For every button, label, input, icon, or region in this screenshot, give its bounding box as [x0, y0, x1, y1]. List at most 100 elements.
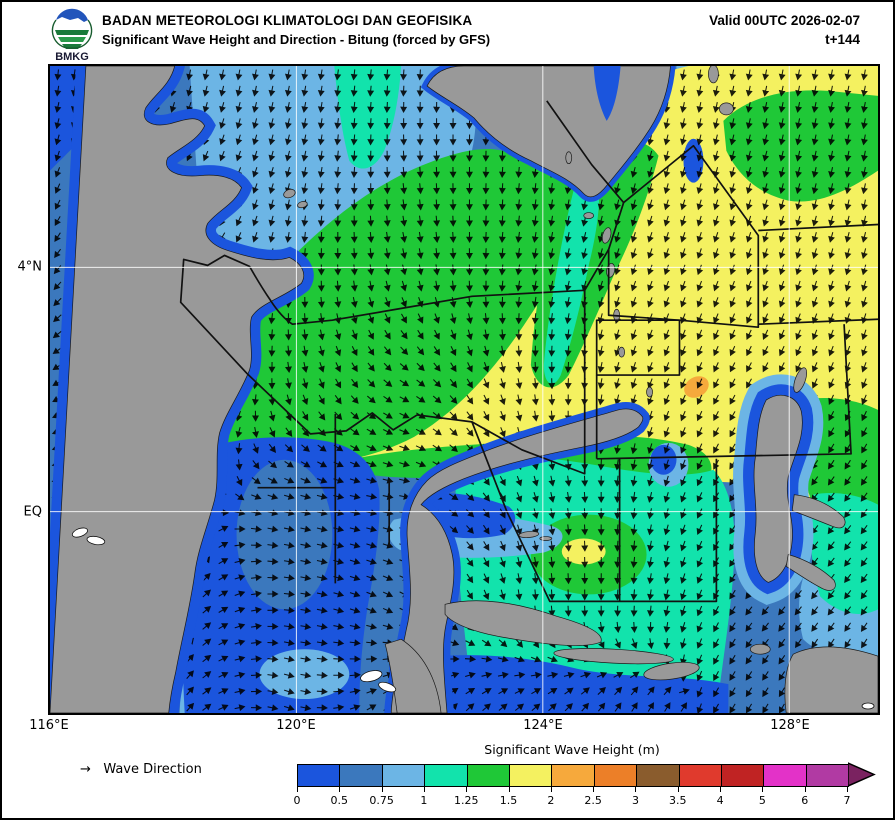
colorbar-cell [339, 765, 382, 786]
xtick-116e: 116°E [29, 718, 69, 733]
colorbar-tick [339, 786, 341, 792]
colorbar-cell [763, 765, 806, 786]
zone-pentagon-ne [607, 144, 760, 329]
colorbar-tick [423, 786, 425, 792]
colorbar-tick-label: 2 [547, 794, 555, 807]
island-white [861, 702, 875, 710]
valid-time: Valid 00UTC 2026-02-07 [709, 13, 860, 28]
colorbar-tick [466, 786, 468, 792]
island-sangihe [565, 151, 573, 165]
colorbar-tick [593, 786, 595, 792]
colorbar-tick-label: 0.75 [369, 794, 394, 807]
colorbar-tick-label: 2.5 [584, 794, 602, 807]
zone-line-east-top [758, 223, 878, 232]
zone-line-east-bottom [758, 318, 878, 326]
product-title: Significant Wave Height and Direction - … [102, 32, 491, 47]
agency-title: BADAN METEOROLOGI KLIMATOLOGI DAN GEOFIS… [102, 13, 473, 28]
shs-makassar-sky-lens [259, 649, 350, 700]
xtick-124e: 124°E [523, 718, 563, 733]
colorbar-cell [466, 765, 509, 786]
colorbar-cell [593, 765, 637, 786]
colorbar-tick-label: 1.25 [453, 794, 479, 807]
island-banggai [643, 661, 700, 681]
colorbar-tick [297, 786, 298, 792]
bmkg-globe-icon [51, 8, 93, 49]
bmkg-logo: BMKG [51, 8, 93, 62]
colorbar-tick [847, 786, 848, 792]
map-panel[interactable] [48, 64, 880, 715]
wave-height-map [50, 66, 878, 713]
colorbar-cell [298, 765, 340, 786]
land-halmahera [753, 394, 803, 583]
island-maratua [283, 188, 296, 199]
colorbar-over-arrow [848, 762, 876, 787]
forecast-step: t+144 [825, 32, 860, 47]
colorbar-cell [720, 765, 764, 786]
wave-direction-label: Wave Direction [103, 762, 202, 777]
colorbar-cell [551, 765, 594, 786]
davao-gulf [593, 66, 621, 121]
colorbar-cell [678, 765, 721, 786]
colorbar-tick-label: 5 [758, 794, 766, 807]
land-obi-group [784, 646, 878, 713]
island-white [71, 527, 88, 538]
wave-direction-legend: → Wave Direction [80, 762, 202, 777]
zone-sulawesi-sea-west [179, 254, 586, 475]
island [583, 212, 595, 219]
island-talaud [708, 66, 719, 84]
island-togian [539, 536, 553, 541]
colorbar-tick-label: 3.5 [669, 794, 687, 807]
colorbar-tick [804, 786, 806, 792]
shs-lembeh-blue [650, 444, 677, 475]
colorbar-tick [508, 786, 510, 792]
colorbar-cell [424, 765, 467, 786]
ytick-4n: 4°N [17, 259, 43, 275]
ytick-eq: EQ [23, 504, 42, 520]
shs-band-0-05 [389, 655, 729, 713]
island-taliabu [553, 648, 674, 665]
colorbar-tick-label: 1 [420, 794, 428, 807]
shs-band-125-15 [723, 90, 878, 202]
colorbar-cell [636, 765, 679, 786]
colorbar [297, 764, 849, 787]
colorbar-cell [508, 765, 552, 786]
land-halmahera-arm2 [785, 554, 836, 591]
island-sangihe [646, 386, 653, 398]
shs-maluku-yellow-core [561, 538, 606, 565]
colorbar-cell [381, 765, 425, 786]
colorbar-tick-label: 1.5 [499, 794, 518, 807]
land-sulawesi-east-arm [444, 600, 602, 646]
colorbar-tick-label: 0 [293, 794, 301, 807]
zone-line-ne [546, 100, 625, 204]
land-sulawesi-se-arm [384, 638, 442, 713]
wave-direction-arrow-icon: → [80, 762, 91, 777]
island-talaud [719, 102, 734, 116]
colorbar-cell [805, 765, 849, 786]
zone-connector [583, 249, 610, 291]
shs-orange-patch [684, 376, 709, 398]
island-sangihe [601, 227, 612, 244]
land-borneo [50, 66, 305, 713]
shs-makassar-steel-lens [236, 459, 333, 610]
colorbar-tick-label: 6 [801, 794, 809, 807]
shs-band-125-15 [167, 148, 597, 469]
colorbar-tick [635, 786, 637, 792]
island-morotai [793, 367, 807, 393]
island-sangihe [618, 346, 625, 358]
colorbar-title: Significant Wave Height (m) [484, 742, 660, 757]
colorbar-tick [550, 786, 552, 792]
zone-maluku-north [596, 324, 852, 460]
colorbar-ticks: 0 0.5 0.75 1 1.25 1.5 2 2.5 3 3.5 4 5 6 7 [293, 786, 857, 812]
bmkg-logo-text: BMKG [55, 51, 89, 62]
colorbar-tick-label: 7 [843, 794, 851, 807]
zone-box-bitung [595, 319, 681, 376]
island [749, 643, 771, 655]
colorbar-tick-label: 4 [716, 794, 724, 807]
zone-maluku [471, 421, 718, 603]
colorbar-tick-label: 3 [631, 794, 639, 807]
island-white [86, 535, 106, 546]
colorbar-tick [381, 786, 383, 792]
xtick-128e: 128°E [770, 718, 810, 733]
island-white [360, 670, 383, 683]
